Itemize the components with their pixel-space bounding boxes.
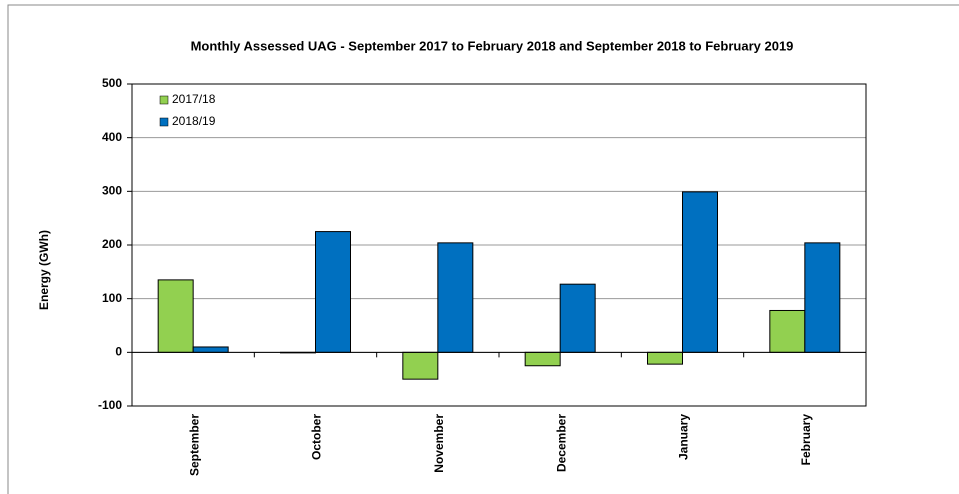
y-tick-label: -100 [98,398,122,412]
x-tick-label: October [310,414,324,460]
bar [437,242,474,353]
y-tick-label: 500 [102,76,122,90]
bar [769,309,806,353]
y-tick-label: 0 [115,345,122,359]
legend-label: 2018/19 [172,114,216,128]
chart-title: Monthly Assessed UAG - September 2017 to… [191,38,794,53]
legend-swatch [159,117,169,127]
y-axis-label: Energy (GWh) [37,230,51,310]
plot-border [131,83,867,407]
bar [524,351,561,367]
legend-label: 2017/18 [172,92,216,106]
x-tick-label: February [799,414,813,466]
bar [804,242,841,353]
x-tick-label: January [677,414,691,460]
bar [157,279,194,353]
bar [402,351,439,380]
frame [7,4,959,494]
y-tick-label: 300 [102,184,122,198]
bar [647,351,683,365]
bar [192,346,229,353]
x-tick-label: December [554,414,568,472]
x-tick-label: September [187,414,201,476]
y-tick-label: 400 [102,130,122,144]
x-tick-label: November [432,414,446,473]
bar [682,191,718,353]
bar [559,283,596,353]
bar [315,231,351,353]
y-tick-label: 200 [102,237,122,251]
y-tick-label: 100 [102,291,122,305]
legend-swatch [159,95,169,105]
